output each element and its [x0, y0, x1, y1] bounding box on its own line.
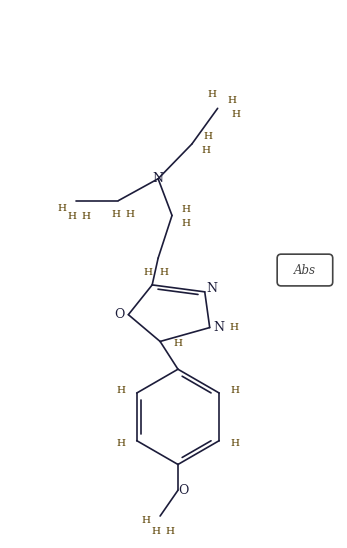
Text: N: N	[206, 282, 217, 295]
Text: H: H	[160, 267, 169, 277]
Text: O: O	[179, 484, 189, 496]
Text: H: H	[142, 516, 151, 524]
Text: H: H	[203, 132, 212, 141]
Text: H: H	[144, 267, 153, 277]
Text: N: N	[153, 172, 164, 185]
Text: H: H	[201, 146, 210, 155]
Text: H: H	[231, 110, 240, 119]
Text: H: H	[227, 96, 236, 105]
Text: H: H	[67, 212, 76, 221]
Text: H: H	[174, 339, 183, 348]
FancyBboxPatch shape	[277, 254, 333, 286]
Text: H: H	[181, 219, 191, 228]
Text: H: H	[112, 210, 121, 219]
Text: H: H	[152, 527, 161, 536]
Text: H: H	[116, 386, 125, 395]
Text: N: N	[213, 321, 224, 334]
Text: H: H	[207, 90, 216, 99]
Text: H: H	[57, 204, 66, 213]
Text: H: H	[181, 205, 191, 214]
Text: H: H	[126, 210, 135, 219]
Text: Abs: Abs	[294, 264, 316, 277]
Text: H: H	[230, 439, 239, 448]
Text: O: O	[114, 308, 125, 321]
Text: H: H	[81, 212, 90, 221]
Text: H: H	[166, 527, 175, 536]
Text: H: H	[229, 323, 238, 332]
Text: H: H	[230, 386, 239, 395]
Text: H: H	[116, 439, 125, 448]
